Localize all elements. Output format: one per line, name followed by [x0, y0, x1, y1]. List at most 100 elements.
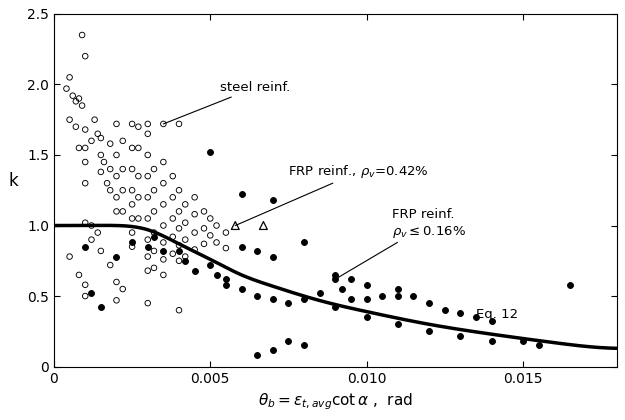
Point: [314, 290, 324, 297]
Point: [409, 293, 419, 299]
Text: steel reinf.: steel reinf.: [163, 81, 290, 124]
Point: [205, 149, 215, 155]
Point: [133, 215, 143, 222]
Point: [362, 296, 372, 302]
Point: [456, 332, 466, 339]
Point: [86, 236, 96, 243]
Point: [80, 126, 90, 133]
Point: [118, 137, 127, 144]
Point: [252, 293, 262, 299]
Point: [189, 211, 199, 218]
Point: [142, 236, 152, 243]
Point: [230, 222, 240, 229]
Point: [268, 253, 278, 260]
Point: [393, 293, 403, 299]
Point: [189, 267, 199, 274]
Point: [80, 53, 90, 60]
Point: [149, 247, 159, 254]
Point: [205, 262, 215, 268]
Point: [236, 191, 246, 198]
Point: [127, 201, 137, 208]
Point: [77, 32, 87, 38]
Point: [168, 173, 177, 179]
Point: [346, 276, 356, 283]
Point: [111, 208, 121, 215]
Point: [211, 222, 221, 229]
Point: [111, 194, 121, 201]
Point: [74, 272, 84, 278]
Point: [283, 338, 293, 344]
Point: [80, 219, 90, 226]
Point: [174, 187, 184, 194]
Point: [236, 243, 246, 250]
Point: [221, 229, 231, 236]
Point: [118, 208, 127, 215]
Point: [64, 253, 74, 260]
Point: [118, 166, 127, 173]
Point: [362, 281, 372, 288]
Point: [252, 247, 262, 254]
Point: [487, 318, 497, 325]
Point: [199, 241, 209, 247]
X-axis label: $\theta_b = \varepsilon_{t,avg}\cot\alpha$ ,  rad: $\theta_b = \varepsilon_{t,avg}\cot\alph…: [258, 391, 412, 412]
Point: [258, 222, 268, 229]
Point: [105, 262, 115, 268]
Point: [142, 267, 152, 274]
Point: [127, 166, 137, 173]
Point: [86, 290, 96, 297]
Point: [158, 180, 168, 186]
Point: [440, 307, 450, 314]
Point: [180, 253, 190, 260]
Point: [174, 247, 184, 254]
Point: [299, 239, 309, 246]
Point: [80, 281, 90, 288]
Point: [127, 121, 137, 127]
Point: [80, 159, 90, 165]
Point: [127, 215, 137, 222]
Point: [111, 173, 121, 179]
Point: [189, 194, 199, 201]
Point: [92, 131, 103, 137]
Point: [518, 338, 528, 344]
Point: [158, 222, 168, 229]
Point: [71, 123, 81, 130]
Point: [168, 194, 177, 201]
Point: [158, 256, 168, 263]
Point: [299, 342, 309, 349]
Point: [149, 229, 159, 236]
Point: [424, 328, 434, 335]
Point: [487, 338, 497, 344]
Point: [174, 121, 184, 127]
Point: [96, 304, 106, 311]
Point: [142, 300, 152, 307]
Point: [205, 215, 215, 222]
Point: [199, 208, 209, 215]
Point: [174, 225, 184, 232]
Point: [111, 152, 121, 158]
Point: [456, 310, 466, 316]
Point: [189, 246, 199, 253]
Point: [268, 346, 278, 353]
Point: [268, 197, 278, 203]
Point: [158, 247, 168, 254]
Point: [96, 247, 106, 254]
Point: [89, 116, 99, 123]
Point: [61, 85, 71, 92]
Point: [174, 208, 184, 215]
Point: [86, 137, 96, 144]
Point: [534, 342, 544, 349]
Point: [378, 293, 388, 299]
Point: [393, 286, 403, 292]
Point: [180, 219, 190, 226]
Point: [127, 144, 137, 151]
Point: [180, 201, 190, 208]
Point: [133, 123, 143, 130]
Point: [221, 281, 231, 288]
Point: [142, 243, 152, 250]
Point: [149, 265, 159, 271]
Point: [111, 297, 121, 304]
Point: [158, 239, 168, 246]
Point: [221, 245, 231, 252]
Point: [80, 293, 90, 299]
Point: [424, 300, 434, 307]
